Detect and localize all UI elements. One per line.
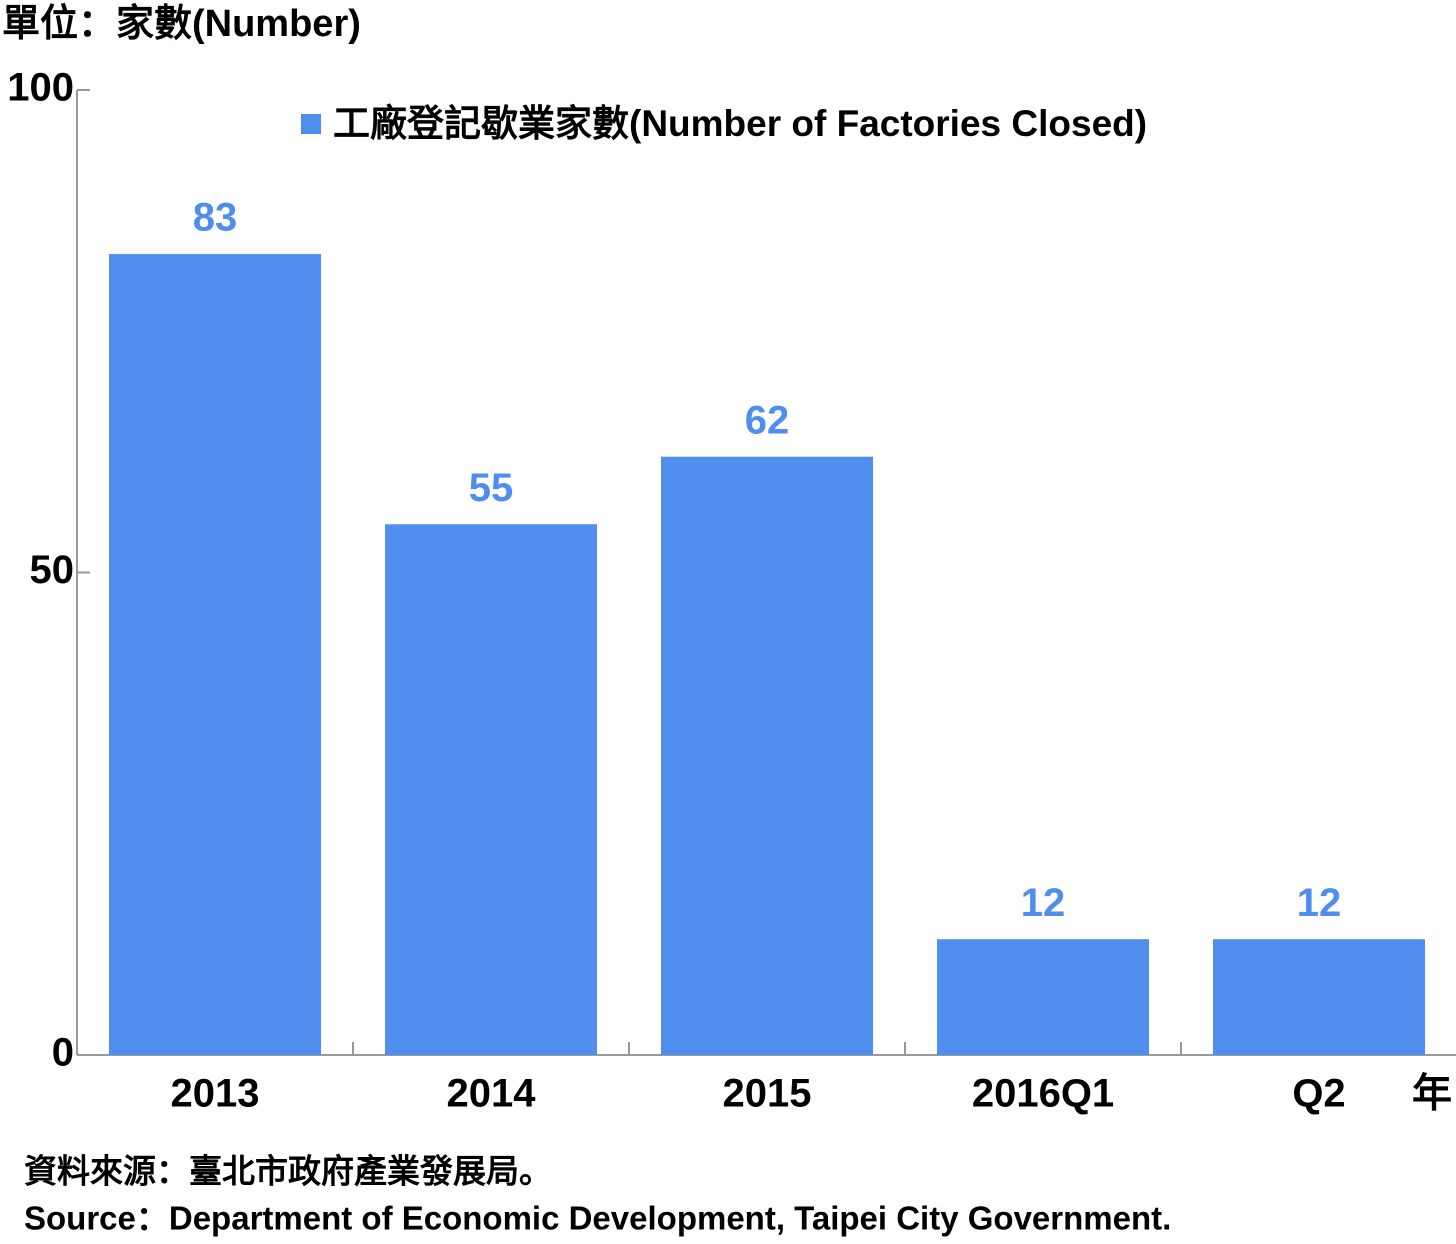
data-label: 62 xyxy=(745,398,790,442)
source-line: Source：Department of Economic Developmen… xyxy=(24,1200,1171,1237)
x-tick-label: 2016Q1 xyxy=(972,1072,1114,1116)
y-tick-label: 0 xyxy=(52,1031,74,1075)
x-tick-label: 2013 xyxy=(171,1072,260,1116)
data-label: 55 xyxy=(469,466,514,510)
data-label: 83 xyxy=(193,196,238,240)
y-tick-label: 100 xyxy=(7,66,74,110)
bar xyxy=(385,524,597,1055)
legend-swatch xyxy=(301,114,321,134)
data-label: 12 xyxy=(1021,881,1066,925)
x-axis-label: 年 xyxy=(1412,1072,1452,1116)
bar xyxy=(937,939,1149,1055)
y-tick-label: 50 xyxy=(30,548,75,592)
bar xyxy=(661,456,873,1055)
data-label: 12 xyxy=(1297,881,1342,925)
x-tick-label: 2014 xyxy=(447,1072,537,1116)
bar xyxy=(1213,939,1425,1055)
bar xyxy=(109,254,321,1056)
x-tick-label: 2015 xyxy=(723,1072,812,1116)
y-axis-label: 單位：家數(Number) xyxy=(2,3,361,45)
x-tick-label: Q2 xyxy=(1292,1072,1345,1116)
legend-label: 工廠登記歇業家數(Number of Factories Closed) xyxy=(333,102,1147,144)
source-line: 資料來源：臺北市政府產業發展局。 xyxy=(24,1153,552,1190)
